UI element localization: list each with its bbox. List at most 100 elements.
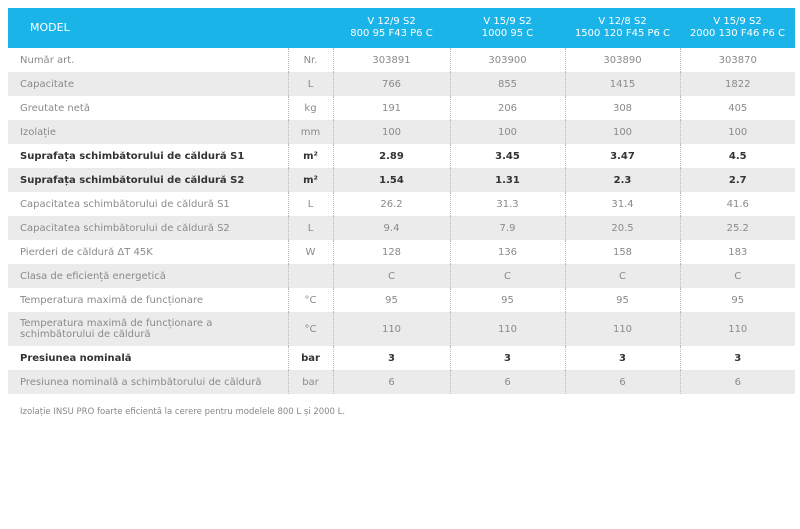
row-value: 2.89 (332, 144, 450, 168)
row-value: 7.9 (449, 216, 565, 240)
row-unit: °C (287, 312, 333, 346)
row-unit: bar (287, 346, 333, 370)
row-value: 303900 (449, 48, 565, 72)
row-value: 100 (449, 120, 565, 144)
table-row: Clasa de eficiență energetică C C C C (8, 264, 795, 288)
row-unit: kg (287, 96, 333, 120)
row-label: Temperatura maximă de funcționare a schi… (8, 312, 288, 346)
row-value: 110 (564, 312, 680, 346)
row-unit: m² (287, 168, 333, 192)
row-unit: bar (287, 370, 333, 394)
table-row: Temperatura maximă de funcționare °C 95 95 9… (8, 288, 795, 312)
row-unit: °C (287, 288, 333, 312)
row-value: 1415 (564, 72, 680, 96)
row-value: 95 (564, 288, 680, 312)
row-value: 6 (332, 370, 450, 394)
row-value: 766 (332, 72, 450, 96)
table-row: Temperatura maximă de funcționare a schi… (8, 312, 795, 346)
row-value: 31.3 (449, 192, 565, 216)
table-row: Capacitatea schimbătorului de căldură S1… (8, 192, 795, 216)
row-label: Capacitatea schimbătorului de căldură S2 (8, 216, 288, 240)
row-label: Capacitatea schimbătorului de căldură S1 (20, 198, 230, 210)
row-value: 31.4 (564, 192, 680, 216)
row-value: 95 (449, 288, 565, 312)
row-label: Pierderi de căldură ΔT 45K (20, 246, 153, 258)
row-label: Suprafața schimbătorului de căldură S1 (20, 150, 245, 162)
unit-header (288, 8, 333, 48)
row-value: C (679, 264, 795, 288)
row-value: 303870 (679, 48, 795, 72)
spec-table-container: MODEL V 12/9 S2 800 95 F43 P6 C V 15/9 S2… (8, 8, 795, 394)
row-value: 2.3 (564, 168, 680, 192)
row-value: 1.31 (449, 168, 565, 192)
table-row: Presiunea nominală a schimbătorului de c… (8, 370, 795, 394)
row-unit: L (287, 192, 333, 216)
row-value: 9.4 (332, 216, 450, 240)
row-value: C (332, 264, 450, 288)
row-value: 206 (449, 96, 565, 120)
row-value: 100 (679, 120, 795, 144)
row-value: 6 (679, 370, 795, 394)
row-unit (287, 264, 333, 288)
row-value: 20.5 (564, 216, 680, 240)
table-row: Presiunea nominală bar 3 3 3 3 (8, 346, 795, 370)
row-value: C (449, 264, 565, 288)
row-value: 41.6 (679, 192, 795, 216)
row-value: 110 (679, 312, 795, 346)
row-unit: L (287, 72, 333, 96)
model-header: MODEL (8, 8, 288, 48)
row-unit: mm (287, 120, 333, 144)
row-value: 191 (332, 96, 450, 120)
table-row: Capacitate L 766 855 1415 1822 (8, 72, 795, 96)
row-label: Clasa de eficiență energetică (8, 264, 288, 288)
row-value: 303891 (332, 48, 450, 72)
table-row: Suprafața schimbătorului de căldură S2 m²… (8, 168, 795, 192)
model-col-header: V 15/9 S2 2000 130 F46 P6 C (680, 8, 795, 48)
row-value: 303890 (564, 48, 680, 72)
row-value: 3 (449, 346, 565, 370)
table-row: Pierderi de căldură ΔT 45K W 128 136 158 183 (8, 240, 795, 264)
row-value: 95 (332, 288, 450, 312)
row-label: Temperatura maximă de funcționare (20, 294, 204, 306)
row-value: 6 (564, 370, 680, 394)
header-row: MODEL V 12/9 S2 800 95 F43 P6 C V 15/9 S2… (8, 8, 795, 48)
row-label: Presiunea nominală (20, 352, 132, 364)
table-row: Capacitatea schimbătorului de căldură S2… (8, 216, 795, 240)
row-value: 3 (332, 346, 450, 370)
footnote: Izolație INSU PRO foarte eficientă la ce… (20, 407, 346, 417)
row-value: 110 (332, 312, 450, 346)
model-col-header: V 12/8 S2 1500 120 F45 P6 C (565, 8, 680, 48)
table-row: Număr art. Nr. 303891 303900 303890 303870 (8, 48, 795, 72)
row-value: C (564, 264, 680, 288)
row-value: 26.2 (332, 192, 450, 216)
row-label: Greutate netă (20, 102, 90, 114)
model-col-header: V 12/9 S2 800 95 F43 P6 C (333, 8, 450, 48)
row-unit: W (287, 240, 333, 264)
row-unit: m² (287, 144, 333, 168)
row-value: 100 (332, 120, 450, 144)
row-label: Suprafața schimbătorului de căldură S2 (8, 168, 288, 192)
row-value: 4.5 (679, 144, 795, 168)
row-value: 6 (449, 370, 565, 394)
row-value: 158 (564, 240, 680, 264)
row-value: 3.47 (564, 144, 680, 168)
row-value: 25.2 (679, 216, 795, 240)
row-value: 3.45 (449, 144, 565, 168)
row-unit: Nr. (287, 48, 333, 72)
row-value: 855 (449, 72, 565, 96)
row-label: Presiunea nominală a schimbătorului de c… (8, 370, 288, 394)
row-label: Izolație (8, 120, 288, 144)
row-value: 3 (679, 346, 795, 370)
row-value: 128 (332, 240, 450, 264)
row-value: 110 (449, 312, 565, 346)
row-value: 2.7 (679, 168, 795, 192)
row-value: 308 (564, 96, 680, 120)
row-label: Capacitate (8, 72, 288, 96)
row-value: 183 (679, 240, 795, 264)
spec-table: MODEL V 12/9 S2 800 95 F43 P6 C V 15/9 S2… (8, 8, 795, 394)
row-value: 1.54 (332, 168, 450, 192)
table-row: Suprafața schimbătorului de căldură S1 m²… (8, 144, 795, 168)
row-value: 136 (449, 240, 565, 264)
table-row: Izolație mm 100 100 100 100 (8, 120, 795, 144)
row-value: 1822 (679, 72, 795, 96)
